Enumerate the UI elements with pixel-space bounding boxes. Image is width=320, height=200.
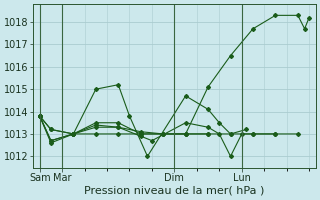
X-axis label: Pression niveau de la mer( hPa ): Pression niveau de la mer( hPa ) [84,186,265,196]
